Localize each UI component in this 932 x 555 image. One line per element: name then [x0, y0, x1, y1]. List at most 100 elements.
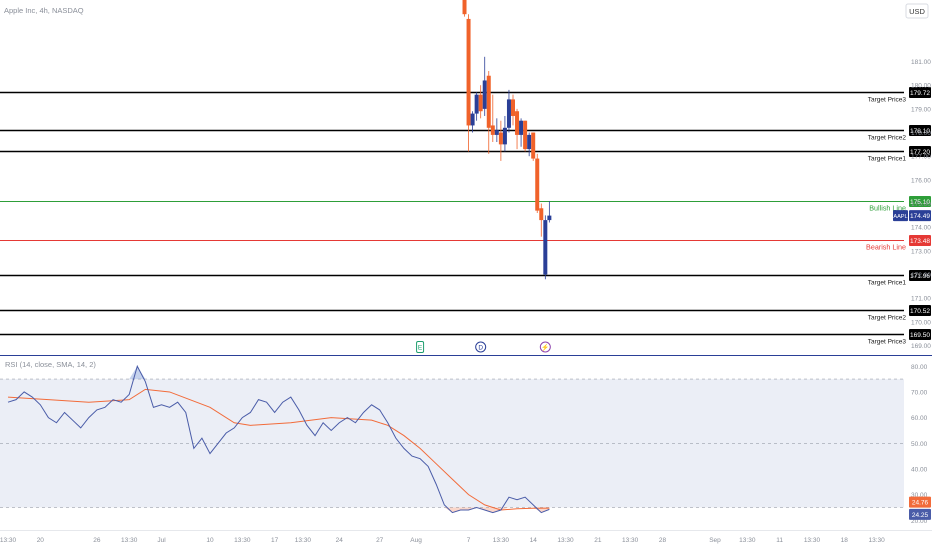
rsi-tick-label: 80.00 — [911, 364, 928, 371]
level-value-badge — [909, 329, 931, 340]
level-value-badge — [909, 270, 931, 281]
price-tick-label: 179.00 — [911, 106, 931, 113]
price-tick-label: 173.00 — [911, 248, 931, 255]
time-tick-label: 7 — [467, 537, 471, 544]
candle-body[interactable] — [478, 94, 483, 112]
candle-body[interactable] — [523, 120, 528, 150]
candle-body[interactable] — [462, 0, 467, 15]
level-value-badge — [909, 87, 931, 98]
level-value-badge — [909, 146, 931, 157]
time-tick-label: 24 — [336, 537, 344, 544]
candle-body[interactable] — [519, 120, 524, 135]
time-tick-label: 10 — [206, 537, 214, 544]
candle-body[interactable] — [543, 220, 548, 275]
time-tick-label: 13:30 — [868, 537, 885, 544]
last-price-symbol-badge — [893, 210, 908, 222]
time-tick-label: 13:30 — [234, 537, 251, 544]
rsi-ma-line[interactable] — [7, 388, 550, 511]
candle-body[interactable] — [482, 80, 487, 109]
level-label: Target Price3 — [868, 339, 907, 346]
candle-body[interactable] — [470, 113, 475, 126]
time-tick-label: 13:30 — [739, 537, 756, 544]
time-tick-label: 28 — [659, 537, 667, 544]
candle-body[interactable] — [498, 132, 503, 145]
level-value-badge — [909, 305, 931, 316]
time-tick-label: 13:30 — [557, 537, 574, 544]
candle-body[interactable] — [506, 99, 511, 128]
candle-body[interactable] — [535, 158, 540, 211]
level-value-label: 171.96 — [910, 273, 930, 280]
time-tick-label: 26 — [93, 537, 101, 544]
time-tick-label: 13:30 — [804, 537, 821, 544]
level-label: Target Price2 — [868, 315, 907, 322]
level-label: Target Price2 — [868, 135, 907, 142]
rsi-tick-label: 30.00 — [911, 492, 928, 499]
level-label: Bullish Line — [869, 204, 906, 213]
candle-body[interactable] — [474, 94, 479, 114]
price-tick-label: 180.00 — [911, 83, 931, 90]
time-tick-label: 13:30 — [493, 537, 510, 544]
rsi-ma-value-badge — [909, 496, 931, 508]
time-tick-label: 21 — [594, 537, 602, 544]
level-label: Bearish Line — [866, 243, 906, 252]
price-tick-label: 169.00 — [911, 343, 931, 350]
rsi-tick-label: 50.00 — [911, 441, 928, 448]
last-price-badge — [909, 210, 931, 222]
last-price-symbol: AAPL — [893, 214, 907, 220]
rsi-tick-label: 70.00 — [911, 389, 928, 396]
time-tick-label: 13:30 — [121, 537, 138, 544]
candle-body[interactable] — [494, 130, 499, 135]
candle-body[interactable] — [511, 99, 515, 116]
time-tick-label: 13:30 — [0, 537, 17, 544]
price-tick-label: 175.00 — [911, 201, 931, 208]
time-tick-label: 27 — [376, 537, 384, 544]
currency-badge[interactable] — [905, 3, 929, 19]
candle-body[interactable] — [490, 125, 495, 135]
price-tick-label: 174.00 — [911, 225, 931, 232]
time-tick-label: 17 — [271, 537, 279, 544]
candle-body[interactable] — [515, 111, 520, 135]
level-value-label: 170.52 — [910, 308, 930, 315]
price-tick-label: 177.00 — [911, 154, 931, 161]
candle-body[interactable] — [539, 208, 544, 221]
candle-body[interactable] — [527, 134, 532, 150]
news-marker-icon[interactable] — [539, 341, 551, 353]
dividends-marker-icon[interactable] — [475, 341, 487, 353]
price-tick-label: 178.00 — [911, 130, 931, 137]
level-label: Target Price1 — [868, 156, 907, 163]
event-marker-glyph: E — [418, 345, 423, 352]
price-tick-label: 171.00 — [911, 296, 931, 303]
rsi-tick-label: 60.00 — [911, 415, 928, 422]
candle-body[interactable] — [502, 127, 507, 145]
earnings-marker-icon[interactable] — [416, 341, 425, 353]
rsi-tick-label: 20.00 — [911, 518, 928, 525]
rsi-ma-value: 24.76 — [912, 500, 929, 507]
candle-body[interactable] — [466, 18, 471, 126]
level-value-label: 173.48 — [910, 238, 930, 245]
time-tick-label: 11 — [776, 537, 783, 544]
time-tick-label: Aug — [410, 537, 422, 544]
level-value-badge — [909, 125, 931, 136]
candle-body[interactable] — [486, 75, 491, 128]
candle-body[interactable] — [547, 215, 552, 221]
level-value-badge — [909, 235, 931, 246]
rsi-value-badge — [909, 508, 931, 520]
rsi-indicator-title[interactable]: RSI (14, close, SMA, 14, 2) — [5, 360, 96, 369]
level-label: Target Price1 — [868, 280, 907, 287]
price-tick-label: 176.00 — [911, 177, 931, 184]
price-tick-label: 181.00 — [911, 59, 931, 66]
price-tick-label: 170.00 — [911, 319, 931, 326]
level-value-label: 177.20 — [910, 149, 930, 156]
time-tick-label: 14 — [530, 537, 538, 544]
level-value-badge — [909, 196, 931, 207]
rsi-value: 24.25 — [912, 512, 929, 519]
rsi-line[interactable] — [7, 364, 550, 514]
price-tick-label: 172.00 — [911, 272, 931, 279]
time-tick-label: Jul — [157, 537, 166, 544]
event-marker-glyph: D — [478, 345, 483, 352]
time-tick-label: 18 — [841, 537, 849, 544]
candle-body[interactable] — [531, 132, 536, 159]
rsi-oversold-fill — [444, 507, 509, 513]
